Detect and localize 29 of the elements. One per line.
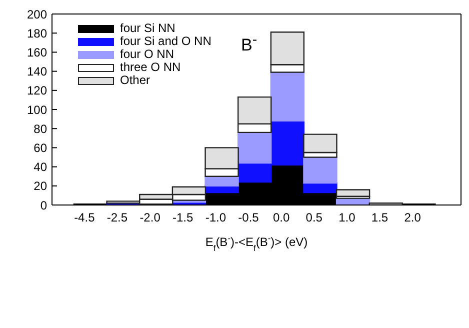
x-tick-label: -2.0 xyxy=(140,210,161,225)
x-tick-label: 1.5 xyxy=(371,210,388,225)
panel-note: B$^{-}$ xyxy=(241,32,258,56)
y-tick-label: 20 xyxy=(34,179,48,194)
y-tick-label: 200 xyxy=(26,7,48,22)
x-tick-label: 2.0 xyxy=(404,210,422,225)
y-tick-label: 160 xyxy=(26,45,48,60)
legend-label: four Si and O NN xyxy=(120,34,212,48)
y-tick-label: 100 xyxy=(26,102,48,117)
text: E$_{f}$(B$^{-}$)-<E$_{f}$(B$^{-}$)> (eV) xyxy=(205,233,308,253)
x-tick-label: 0.5 xyxy=(306,210,323,225)
y-tick-label: 120 xyxy=(26,84,48,98)
y-tick-label: 180 xyxy=(26,26,48,40)
x-tick-label: -1.0 xyxy=(205,210,226,225)
x-tick-label: -4.5 xyxy=(74,210,96,225)
legend-label: four Si NN xyxy=(120,21,176,35)
legend-label: four O NN xyxy=(120,47,174,61)
legend-label: three O NN xyxy=(120,60,181,74)
x-tick-label: -1.5 xyxy=(172,210,194,225)
x-tick-label: -0.5 xyxy=(238,210,260,225)
x-tick-label: 1.0 xyxy=(338,210,356,225)
y-tick-label: 80 xyxy=(34,122,48,136)
y-tick-label: 0 xyxy=(40,198,48,212)
y-tick-label: 140 xyxy=(26,64,48,79)
y-tick-label: 60 xyxy=(34,140,48,155)
x-tick-label: -2.5 xyxy=(106,210,128,225)
y-tick-label: 40 xyxy=(34,160,48,174)
legend-label: Other xyxy=(120,73,150,87)
x-tick-label: 0.0 xyxy=(272,210,290,225)
